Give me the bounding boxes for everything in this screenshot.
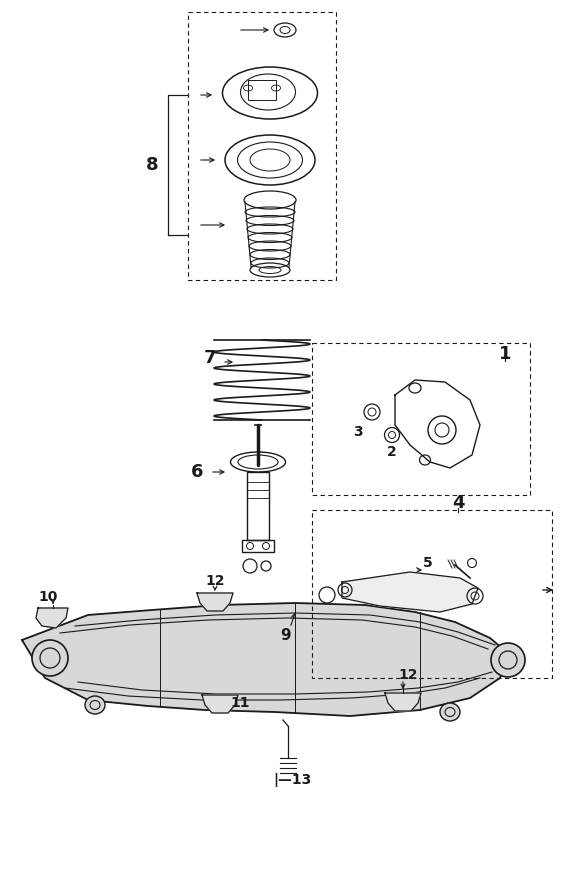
Polygon shape xyxy=(202,695,238,713)
Ellipse shape xyxy=(32,640,68,676)
Text: 2: 2 xyxy=(387,445,397,459)
Text: 5: 5 xyxy=(423,556,433,570)
Text: 7: 7 xyxy=(204,349,216,367)
Bar xyxy=(247,472,269,540)
Polygon shape xyxy=(22,603,510,716)
Ellipse shape xyxy=(440,703,460,721)
Polygon shape xyxy=(385,693,421,711)
Text: 11: 11 xyxy=(230,696,250,710)
Text: 12: 12 xyxy=(205,574,225,588)
Text: 1: 1 xyxy=(499,345,511,363)
Text: |—13: |—13 xyxy=(273,773,311,787)
Text: 3: 3 xyxy=(353,425,363,439)
Bar xyxy=(248,80,276,100)
Text: 9: 9 xyxy=(281,628,291,643)
Bar xyxy=(188,12,336,280)
Ellipse shape xyxy=(85,696,105,714)
Text: 4: 4 xyxy=(452,494,464,512)
Text: 6: 6 xyxy=(191,463,203,481)
Bar xyxy=(242,540,274,552)
Text: 8: 8 xyxy=(146,156,158,174)
Text: 12: 12 xyxy=(398,668,418,682)
Bar xyxy=(312,343,530,495)
Polygon shape xyxy=(342,572,478,612)
Polygon shape xyxy=(197,593,233,611)
Ellipse shape xyxy=(491,643,525,677)
Bar xyxy=(312,510,552,678)
Polygon shape xyxy=(36,608,68,628)
Text: 10: 10 xyxy=(39,590,58,604)
